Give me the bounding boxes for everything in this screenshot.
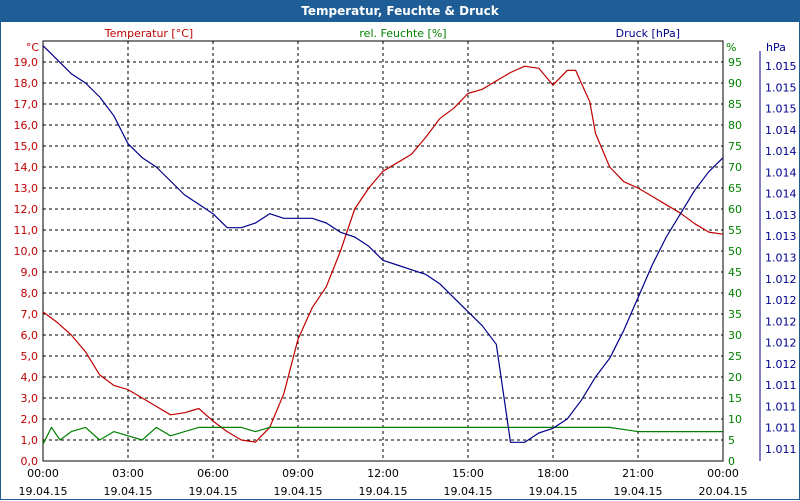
humidity-tick-label: 15	[728, 392, 742, 405]
temperature-tick-label: 3,0	[21, 392, 39, 405]
temperature-tick-label: 1,0	[21, 434, 39, 447]
x-tick-date-label: 19.04.15	[359, 485, 408, 498]
temperature-tick-label: 8,0	[21, 287, 39, 300]
pressure-axis-title: Druck [hPa]	[616, 27, 680, 40]
temperature-tick-label: 11,0	[14, 224, 39, 237]
temperature-tick-label: 2,0	[21, 413, 39, 426]
pressure-tick-label: 1.015	[765, 103, 797, 116]
pressure-tick-label: 1.011	[765, 422, 797, 435]
pressure-tick-label: 1.012	[765, 315, 797, 328]
temperature-tick-label: 7,0	[21, 308, 39, 321]
pressure-series-line	[42, 45, 724, 443]
x-tick-date-label: 19.04.15	[189, 485, 238, 498]
x-tick-date-label: 19.04.15	[104, 485, 153, 498]
x-tick-date-label: 19.04.15	[274, 485, 323, 498]
temperature-axis-title: Temperatur [°C]	[104, 27, 193, 40]
temperature-tick-label: 9,0	[21, 266, 39, 279]
temperature-tick-label: 6,0	[21, 329, 39, 342]
pressure-tick-label: 1.014	[765, 145, 797, 158]
pressure-tick-label: 1.014	[765, 166, 797, 179]
temperature-tick-label: 5,0	[21, 350, 39, 363]
x-tick-date-label: 19.04.15	[614, 485, 663, 498]
x-tick-time-label: 00:00	[707, 467, 739, 480]
humidity-unit-label: %	[726, 41, 736, 54]
pressure-tick-label: 1.015	[765, 60, 797, 73]
temperature-tick-label: 10,0	[14, 245, 39, 258]
humidity-axis-title: rel. Feuchte [%]	[359, 27, 446, 40]
x-tick-time-label: 15:00	[452, 467, 484, 480]
humidity-series-line	[42, 426, 723, 445]
temperature-tick-label: 18,0	[14, 77, 39, 90]
pressure-tick-label: 1.015	[765, 81, 797, 94]
humidity-tick-label: 90	[728, 77, 742, 90]
temperature-tick-label: 0,0	[21, 455, 39, 468]
humidity-tick-label: 70	[728, 161, 742, 174]
window-title: Temperatur, Feuchte & Druck	[1, 1, 799, 22]
x-tick-time-label: 03:00	[112, 467, 144, 480]
temperature-tick-label: 15,0	[14, 140, 39, 153]
temperature-tick-label: 19,0	[14, 56, 39, 69]
humidity-tick-label: 0	[728, 455, 735, 468]
pressure-tick-label: 1.012	[765, 337, 797, 350]
pressure-tick-label: 1.011	[765, 443, 797, 456]
humidity-tick-label: 85	[728, 98, 742, 111]
x-tick-date-label: 20.04.15	[699, 485, 748, 498]
temperature-tick-label: 14,0	[14, 161, 39, 174]
x-tick-date-label: 19.04.15	[444, 485, 493, 498]
humidity-tick-label: 75	[728, 140, 742, 153]
temperature-series-line	[42, 65, 724, 443]
pressure-tick-label: 1.011	[765, 379, 797, 392]
temperature-tick-label: 16,0	[14, 119, 39, 132]
humidity-tick-label: 80	[728, 119, 742, 132]
x-tick-time-label: 09:00	[282, 467, 314, 480]
humidity-tick-label: 30	[728, 329, 742, 342]
humidity-tick-label: 65	[728, 182, 742, 195]
pressure-tick-label: 1.013	[765, 230, 797, 243]
humidity-tick-label: 35	[728, 308, 742, 321]
humidity-tick-label: 95	[728, 56, 742, 69]
x-tick-date-label: 19.04.15	[19, 485, 68, 498]
temperature-unit-label: °C	[26, 41, 40, 54]
pressure-tick-label: 1.014	[765, 188, 797, 201]
pressure-tick-label: 1.012	[765, 294, 797, 307]
x-tick-time-label: 06:00	[197, 467, 229, 480]
pressure-tick-label: 1.012	[765, 273, 797, 286]
humidity-tick-label: 25	[728, 350, 742, 363]
pressure-tick-label: 1.013	[765, 209, 797, 222]
x-tick-time-label: 00:00	[27, 467, 59, 480]
x-tick-date-label: 19.04.15	[529, 485, 578, 498]
temperature-tick-label: 17,0	[14, 98, 39, 111]
pressure-unit-label: hPa	[766, 41, 786, 54]
humidity-tick-label: 40	[728, 287, 742, 300]
temperature-tick-label: 4,0	[21, 371, 39, 384]
temperature-tick-label: 12,0	[14, 203, 39, 216]
humidity-tick-label: 20	[728, 371, 742, 384]
humidity-tick-label: 10	[728, 413, 742, 426]
x-tick-time-label: 21:00	[622, 467, 654, 480]
x-tick-time-label: 12:00	[367, 467, 399, 480]
humidity-tick-label: 50	[728, 245, 742, 258]
humidity-tick-label: 60	[728, 203, 742, 216]
pressure-tick-label: 1.011	[765, 400, 797, 413]
humidity-tick-label: 55	[728, 224, 742, 237]
pressure-tick-label: 1.012	[765, 358, 797, 371]
humidity-tick-label: 45	[728, 266, 742, 279]
pressure-tick-label: 1.014	[765, 124, 797, 137]
temperature-tick-label: 13,0	[14, 182, 39, 195]
humidity-tick-label: 5	[728, 434, 735, 447]
x-tick-time-label: 18:00	[537, 467, 569, 480]
pressure-tick-label: 1.013	[765, 252, 797, 265]
